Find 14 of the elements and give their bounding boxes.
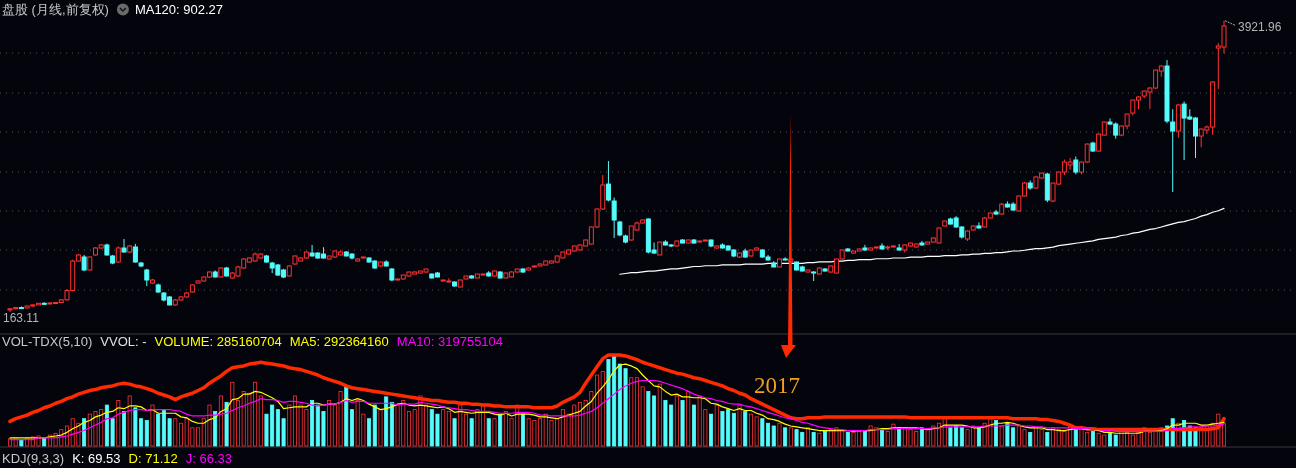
text: KDJ(9,3,3) [2,451,65,466]
text: MA120: 902.27 [134,2,224,17]
annotation: 163.11 [3,311,40,325]
chart-title: 盘股 (月线,前复权) [2,2,109,17]
annotation: 2017 [754,373,800,398]
text: J: 66.33 [185,451,232,466]
text: D: 71.12 [128,451,178,466]
text: K: 69.53 [72,451,121,466]
text: VVOL: - [100,334,147,349]
text: VOLUME: 285160704 [154,334,282,349]
text: 3921.96 [1238,19,1282,34]
text: MA5: 292364160 [289,334,389,349]
text: MA10: 319755104 [396,334,504,349]
chart-title: VOL-TDX(5,10) [2,334,93,349]
